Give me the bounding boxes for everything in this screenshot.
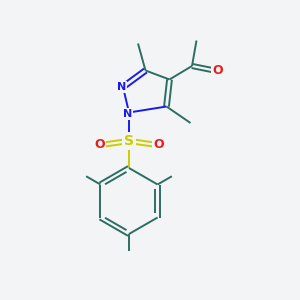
- Text: O: O: [153, 137, 164, 151]
- Text: O: O: [94, 137, 105, 151]
- Text: N: N: [117, 82, 126, 92]
- Text: S: S: [124, 134, 134, 148]
- Text: O: O: [213, 64, 224, 77]
- Text: N: N: [123, 109, 132, 119]
